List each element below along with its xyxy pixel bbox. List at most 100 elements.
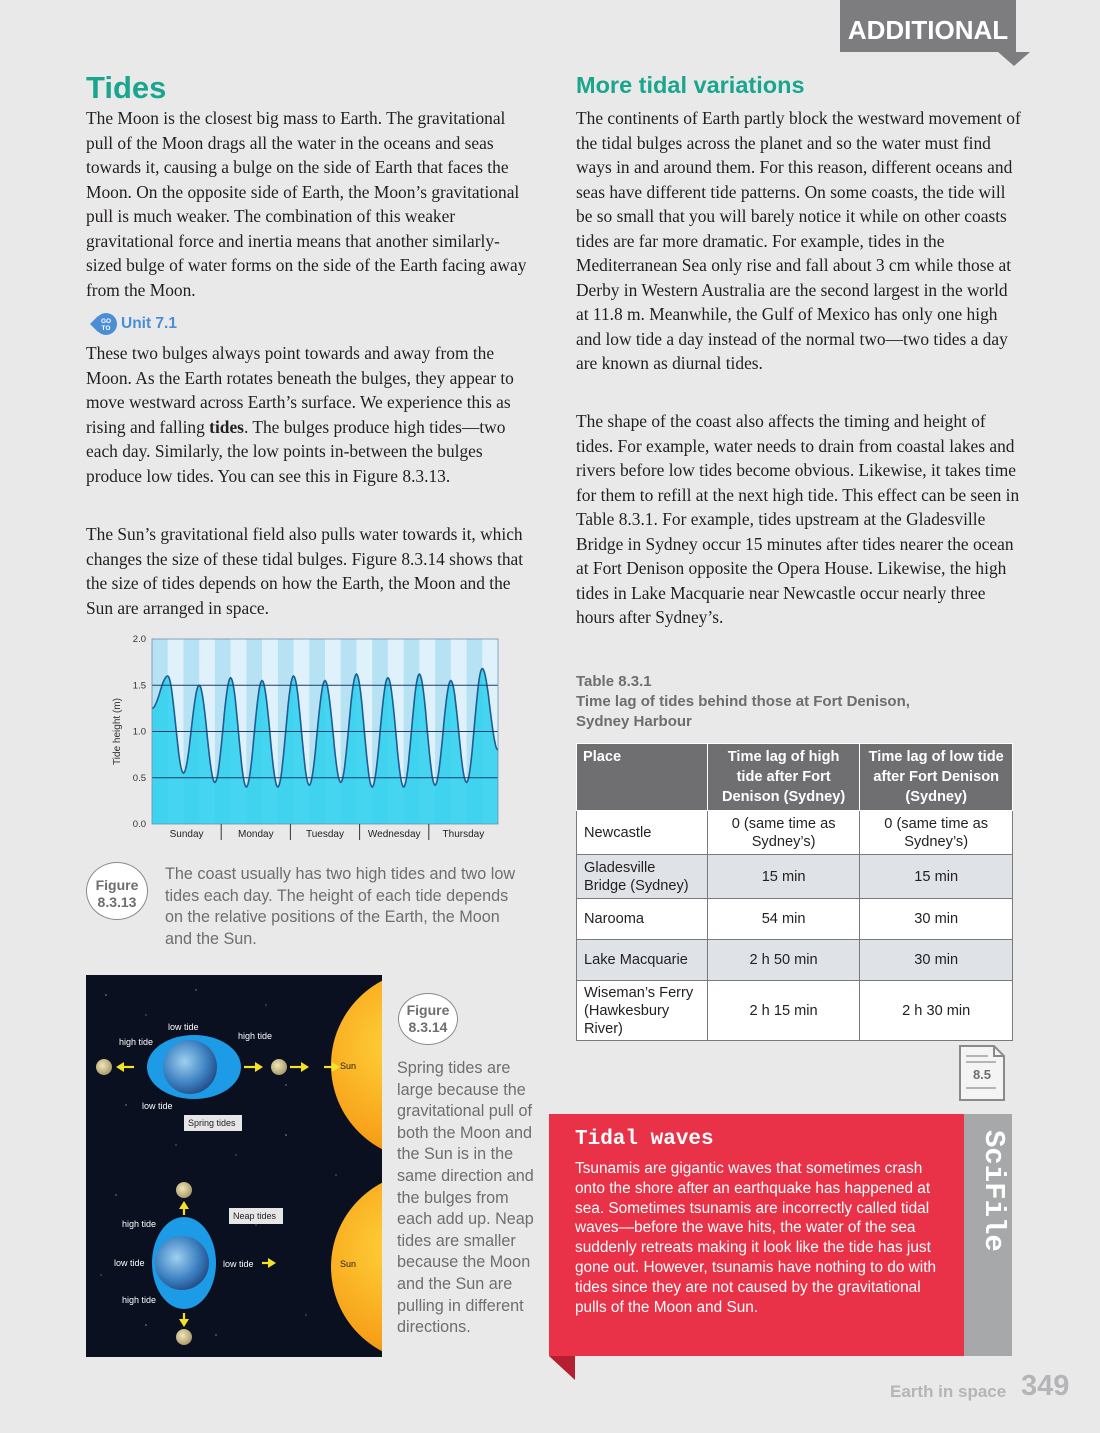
banner-tip [998,52,1030,66]
tides-paragraph-3: The Sun’s gravitational field also pulls… [86,524,524,618]
moon-neap-top [176,1182,192,1198]
page-number: 349 [1021,1370,1070,1402]
table-cell-high: 2 h 50 min [706,939,861,981]
table-header-low: Time lag of low tide after Fort Denison … [859,743,1013,811]
tide-height-chart: 0.0 0.5 1.0 1.5 2.0 Tide height (m) Sunday Mond… [100,630,510,852]
tides-paragraph-2: These two bulges always point towards an… [86,341,531,488]
table-cell-place: Newcastle [576,810,708,855]
earth-spring [163,1040,217,1094]
scifile-tab-label: SciFile [977,1130,1010,1252]
goto-link-unit[interactable]: Unit 7.1 [121,315,177,332]
x-tick-label: Sunday [170,829,204,840]
spring-low-tide-top-label: low tide [168,1022,199,1032]
table-header-place: Place [576,743,708,811]
section-heading: More tidal variations [576,72,805,98]
table-caption: Table 8.3.1 Time lag of tides behind tho… [576,672,910,732]
space-background [86,975,382,1357]
scifile-title: Tidal waves [575,1128,714,1151]
table-row: Gladesville Bridge (Sydney) 15 min 15 mi… [576,854,1013,899]
figure-8-3-13-label: Figure 8.3.13 [86,862,148,920]
table-row: Newcastle 0 (same time as Sydney’s) 0 (s… [576,810,1013,855]
table-cell-place: Narooma [576,898,708,940]
table-cell-low: 30 min [859,939,1013,981]
neap-tides-tag-box [229,1208,283,1224]
goto-icon[interactable]: GO TO [90,312,118,336]
table-cell-low: 2 h 30 min [859,980,1013,1041]
scifile-fold [549,1356,575,1380]
variations-paragraph-2: The shape of the coast also affects the … [576,411,1020,627]
figure-8-3-14-label: Figure 8.3.14 [398,993,458,1045]
time-lag-table: Place Time lag of high tide after Fort D… [576,743,1013,1041]
figure-8-3-13-label-b: 8.3.13 [97,894,137,910]
table-header-row: Place Time lag of high tide after Fort D… [576,743,1013,811]
worksheet-number: 8.5 [972,1067,992,1082]
spring-low-tide-bottom-label: low tide [142,1101,173,1111]
section-banner: ADDITIONAL [840,0,1016,52]
variations-paragraph-1: The continents of Earth partly block the… [576,108,1021,373]
plot-frame [151,638,499,825]
moon-spring-right [271,1059,287,1075]
figure-8-3-14-label-b: 8.3.14 [408,1019,448,1035]
earth-neap [155,1236,209,1290]
table-cell-high: 54 min [706,898,861,940]
arrows-spring [116,1062,340,1072]
spring-high-tide-left-label: high tide [119,1037,153,1047]
y-tick-label: 0.0 [133,819,146,830]
neap-tides-tag: Neap tides [233,1211,277,1221]
table-cell-high: 2 h 15 min [706,980,861,1041]
moon-spring-left [96,1059,112,1075]
goto-icon-text: GO [101,318,111,325]
table-cell-high: 15 min [706,854,861,899]
tides-paragraph-1: The Moon is the closest big mass to Eart… [86,108,527,300]
y-tick-label: 1.5 [133,680,146,691]
neap-high-tide-bottom-label: high tide [122,1295,156,1305]
worksheet-icon[interactable] [958,1044,1006,1102]
footer-section: Earth in space [890,1382,1007,1401]
table-number: Table 8.3.1 [576,673,652,690]
stars [100,989,337,1336]
neap-low-tide-left-label: low tide [114,1258,145,1268]
scifile-box: Tidal waves Tsunamis are gigantic waves … [549,1114,964,1356]
table-cell-low: 0 (same time as Sydney’s) [859,810,1013,855]
tide-line [151,667,499,789]
page-title: Tides [86,70,167,105]
table-cell-low: 30 min [859,898,1013,940]
scifile-tab: SciFile [964,1114,1012,1356]
spring-tides-tag: Spring tides [188,1118,236,1128]
table-cell-low: 15 min [859,854,1013,899]
y-tick-label: 1.0 [133,727,146,738]
spring-high-tide-right-label: high tide [238,1031,272,1041]
spring-neap-tides-figure: Sun low tide high tide high tide low tid… [86,970,521,1362]
x-tick-label: Wednesday [368,829,421,840]
neap-high-tide-top-label: high tide [122,1219,156,1229]
table-cell-place: Lake Macquarie [576,939,708,981]
spring-tides-tag-box [184,1115,242,1131]
y-tick-label: 2.0 [133,634,146,645]
table-cell-high: 0 (same time as Sydney’s) [706,810,861,855]
moon-neap-bottom [176,1329,192,1345]
x-tick-label: Monday [238,829,274,840]
sun-label-neap: Sun [340,1259,356,1269]
x-tick-label: Thursday [443,829,485,840]
table-title-line-2: Sydney Harbour [576,713,692,730]
svg-text:TO: TO [102,325,111,332]
figure-8-3-14-label-a: Figure [406,1002,450,1018]
figure-8-3-13-label-a: Figure [95,877,139,893]
para2-part-a: These two bulges always point towards an… [86,343,514,437]
figure-8-3-14-caption: Spring tides are large because the gravi… [397,1059,534,1337]
tide-chart-svg: 0.0 0.5 1.0 1.5 2.0 Tide height (m) Sunday Mond… [112,634,499,840]
neap-low-tide-right-label: low tide [223,1259,254,1269]
table-row: Wiseman’s Ferry (Hawkesbury River) 2 h 1… [576,980,1013,1041]
table-title-line-1: Time lag of tides behind those at Fort D… [576,693,910,710]
x-tick-label: Tuesday [306,829,344,840]
para2-part-b: . The bulges produce high tides—two each… [86,416,506,486]
tide-area [152,668,498,824]
sun-label-spring: Sun [340,1061,356,1071]
figure-8-3-13-caption: The coast usually has two high tides and… [165,865,516,948]
table-cell-place: Gladesville Bridge (Sydney) [576,854,708,899]
table-cell-place: Wiseman’s Ferry (Hawkesbury River) [576,980,708,1041]
keyword-tides: tides [209,416,244,437]
table-header-high: Time lag of high tide after Fort Denison… [706,743,861,811]
y-axis-label: Tide height (m) [112,698,123,765]
table-row: Narooma 54 min 30 min [576,898,1013,940]
